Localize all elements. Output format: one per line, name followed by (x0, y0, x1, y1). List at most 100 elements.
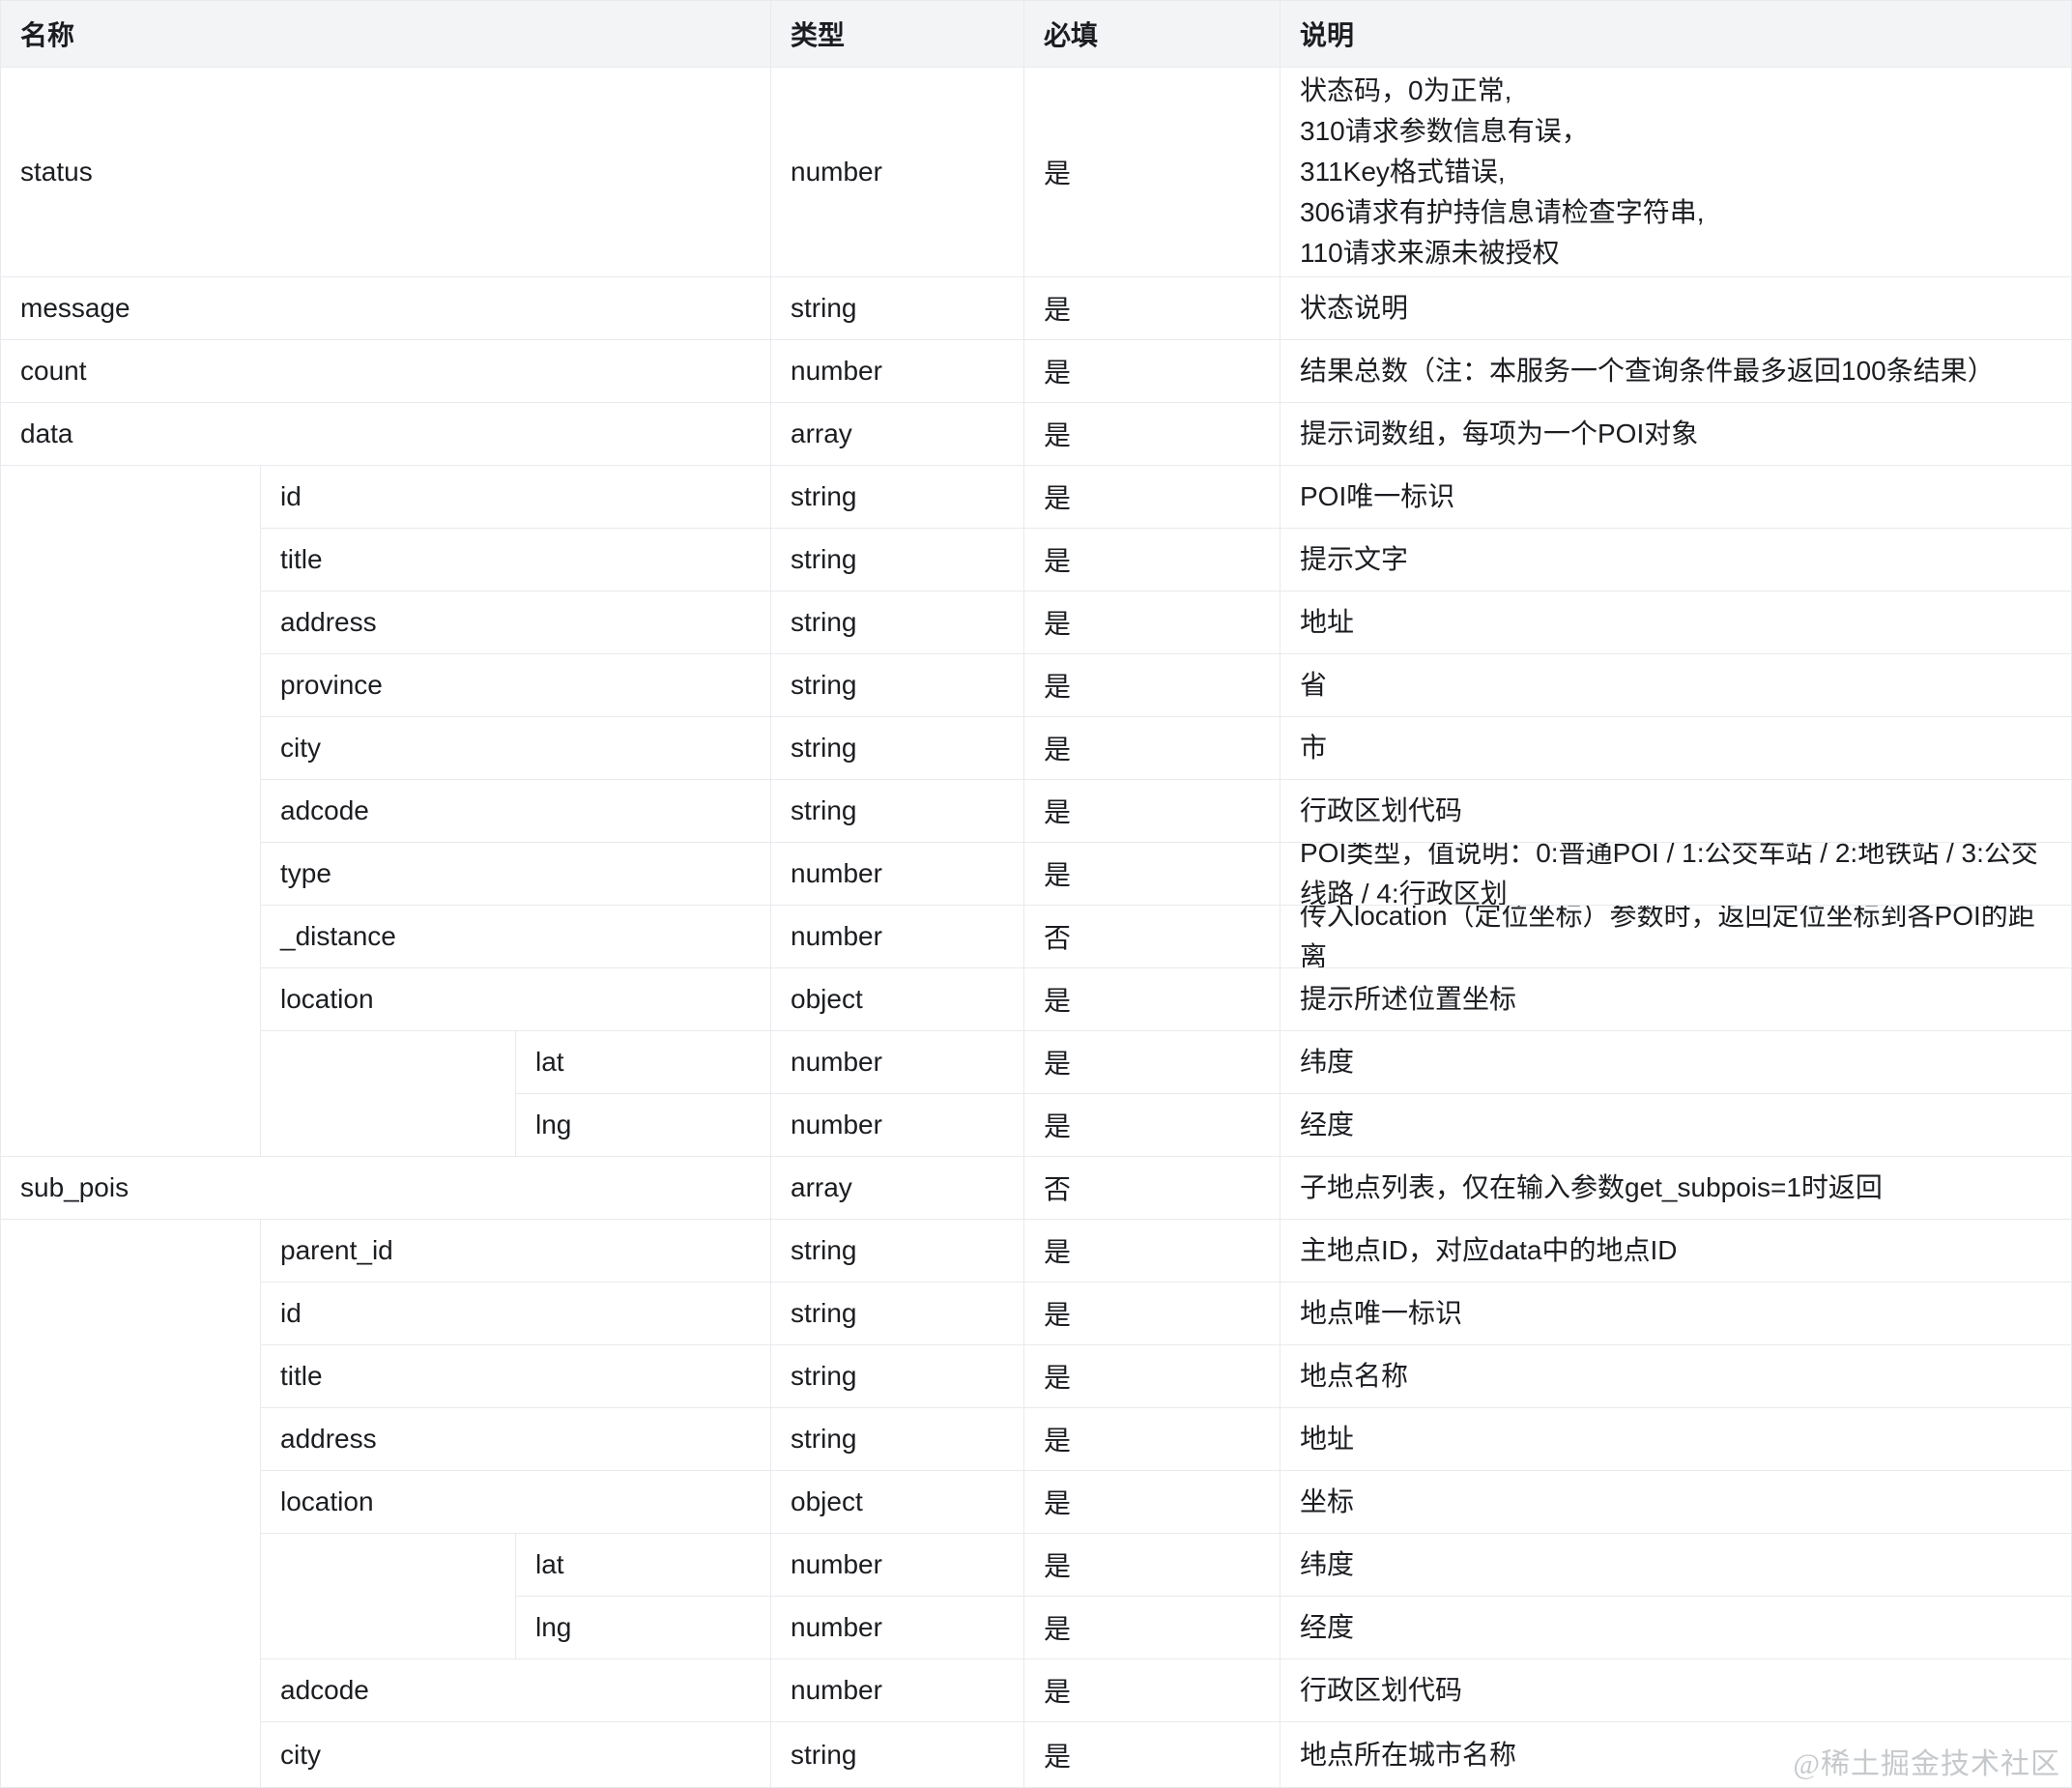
param-type-cell: number (770, 1533, 1023, 1596)
param-type-cell: number (770, 842, 1023, 905)
indent-spacer-level2 (260, 1030, 515, 1156)
param-description-cell: 地点唯一标识 (1280, 1282, 2071, 1344)
param-name-cell: _distance (260, 905, 770, 967)
param-type-cell: number (770, 1596, 1023, 1658)
param-description-cell: 地点名称 (1280, 1344, 2071, 1407)
param-required-cell: 是 (1023, 1533, 1280, 1596)
param-name-cell: location (260, 1470, 770, 1533)
param-description-cell: 传入location（定位坐标）参数时，返回定位坐标到各POI的距离 (1280, 905, 2071, 967)
param-name-cell: data (1, 402, 770, 465)
param-type-cell: string (770, 528, 1023, 591)
param-type-cell: number (770, 339, 1023, 402)
param-description-cell: 提示所述位置坐标 (1280, 967, 2071, 1030)
param-type-cell: string (770, 465, 1023, 528)
param-description-cell: 坐标 (1280, 1470, 2071, 1533)
param-required-cell: 是 (1023, 1344, 1280, 1407)
param-description-cell: POI唯一标识 (1280, 465, 2071, 528)
param-description-cell: 省 (1280, 653, 2071, 716)
param-required-cell: 是 (1023, 1596, 1280, 1658)
param-required-cell: 是 (1023, 67, 1280, 276)
param-type-cell: string (770, 276, 1023, 339)
param-name-cell: title (260, 1344, 770, 1407)
param-type-cell: string (770, 1344, 1023, 1407)
param-type-cell: string (770, 653, 1023, 716)
param-description-cell: 子地点列表，仅在输入参数get_subpois=1时返回 (1280, 1156, 2071, 1219)
param-name-cell: parent_id (260, 1219, 770, 1282)
param-required-cell: 是 (1023, 1470, 1280, 1533)
param-type-cell: array (770, 402, 1023, 465)
param-required-cell: 是 (1023, 402, 1280, 465)
param-required-cell: 是 (1023, 1407, 1280, 1470)
param-type-cell: string (770, 1407, 1023, 1470)
param-type-cell: object (770, 1470, 1023, 1533)
column-header-required: 必填 (1023, 1, 1280, 67)
indent-spacer-level1 (1, 1219, 260, 1787)
param-description-cell: 市 (1280, 716, 2071, 779)
param-name-cell: lng (515, 1093, 770, 1156)
param-name-cell: adcode (260, 1658, 770, 1721)
param-type-cell: number (770, 905, 1023, 967)
param-description-cell: 行政区划代码 (1280, 779, 2071, 842)
param-type-cell: string (770, 1219, 1023, 1282)
param-name-cell: sub_pois (1, 1156, 770, 1219)
param-required-cell: 是 (1023, 1658, 1280, 1721)
param-name-cell: title (260, 528, 770, 591)
param-description-cell: 地址 (1280, 591, 2071, 653)
param-required-cell: 是 (1023, 528, 1280, 591)
param-description-cell: 提示文字 (1280, 528, 2071, 591)
param-type-cell: string (770, 1282, 1023, 1344)
param-type-cell: string (770, 779, 1023, 842)
param-type-cell: string (770, 1721, 1023, 1787)
param-required-cell: 是 (1023, 591, 1280, 653)
column-header-name: 名称 (1, 1, 770, 67)
param-description-cell: 纬度 (1280, 1030, 2071, 1093)
param-required-cell: 是 (1023, 967, 1280, 1030)
param-description-cell: 纬度 (1280, 1533, 2071, 1596)
param-required-cell: 否 (1023, 905, 1280, 967)
param-required-cell: 是 (1023, 1093, 1280, 1156)
param-required-cell: 是 (1023, 1030, 1280, 1093)
param-type-cell: number (770, 1658, 1023, 1721)
indent-spacer-level2 (260, 1533, 515, 1658)
param-type-cell: string (770, 716, 1023, 779)
param-name-cell: count (1, 339, 770, 402)
param-required-cell: 是 (1023, 276, 1280, 339)
param-required-cell: 是 (1023, 716, 1280, 779)
param-type-cell: object (770, 967, 1023, 1030)
param-description-cell: 地点所在城市名称 (1280, 1721, 2071, 1787)
param-name-cell: adcode (260, 779, 770, 842)
param-name-cell: lat (515, 1030, 770, 1093)
param-type-cell: number (770, 1093, 1023, 1156)
indent-spacer-level1 (1, 465, 260, 1156)
param-type-cell: number (770, 67, 1023, 276)
param-name-cell: message (1, 276, 770, 339)
param-name-cell: lat (515, 1533, 770, 1596)
param-name-cell: status (1, 67, 770, 276)
param-name-cell: type (260, 842, 770, 905)
param-description-cell: 状态码，0为正常, 310请求参数信息有误， 311Key格式错误, 306请求… (1280, 67, 2071, 276)
param-description-cell: 经度 (1280, 1596, 2071, 1658)
param-description-cell: 行政区划代码 (1280, 1658, 2071, 1721)
param-required-cell: 否 (1023, 1156, 1280, 1219)
param-name-cell: address (260, 1407, 770, 1470)
param-required-cell: 是 (1023, 1219, 1280, 1282)
param-name-cell: city (260, 1721, 770, 1787)
param-name-cell: id (260, 1282, 770, 1344)
param-name-cell: province (260, 653, 770, 716)
param-required-cell: 是 (1023, 842, 1280, 905)
param-required-cell: 是 (1023, 653, 1280, 716)
param-name-cell: id (260, 465, 770, 528)
juejin-watermark: @稀土掘金技术社区 (1793, 1748, 2060, 1780)
param-type-cell: array (770, 1156, 1023, 1219)
param-description-cell: 状态说明 (1280, 276, 2071, 339)
param-description-cell: 主地点ID，对应data中的地点ID (1280, 1219, 2071, 1282)
param-name-cell: lng (515, 1596, 770, 1658)
param-description-cell: 经度 (1280, 1093, 2071, 1156)
param-type-cell: string (770, 591, 1023, 653)
column-header-type: 类型 (770, 1, 1023, 67)
param-name-cell: location (260, 967, 770, 1030)
param-type-cell: number (770, 1030, 1023, 1093)
param-required-cell: 是 (1023, 1282, 1280, 1344)
